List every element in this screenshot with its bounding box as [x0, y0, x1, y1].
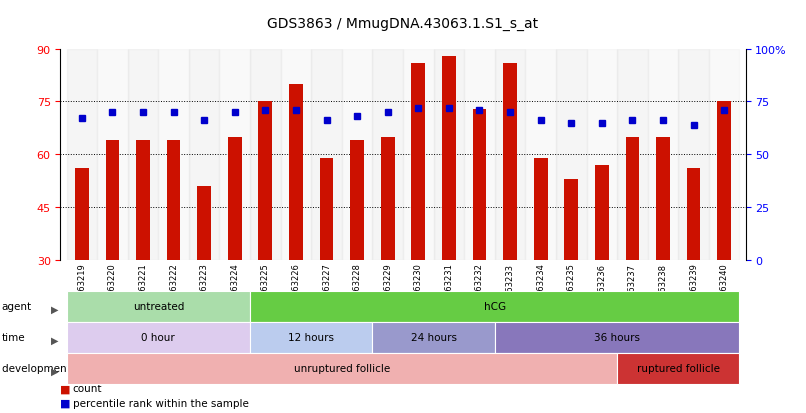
Text: unruptured follicle: unruptured follicle [293, 363, 390, 374]
Bar [189, 50, 219, 260]
Bar [617, 50, 648, 260]
Bar [372, 50, 403, 260]
Bar [106, 141, 119, 260]
Bar [380, 137, 395, 260]
Bar [717, 102, 731, 260]
Text: time: time [2, 332, 25, 343]
Bar [464, 50, 495, 260]
Text: 24 hours: 24 hours [410, 332, 456, 343]
Bar [526, 50, 556, 260]
Bar [564, 179, 578, 260]
Text: ▶: ▶ [51, 366, 59, 376]
Bar [434, 50, 464, 260]
Text: ▶: ▶ [51, 335, 59, 345]
Text: ■: ■ [60, 383, 71, 393]
Text: hCG: hCG [484, 301, 506, 312]
Bar [648, 50, 679, 260]
Bar [679, 50, 708, 260]
Text: ▶: ▶ [51, 304, 59, 314]
Bar [98, 50, 127, 260]
Text: 36 hours: 36 hours [594, 332, 640, 343]
Bar [136, 141, 150, 260]
Text: agent: agent [2, 301, 31, 312]
Bar [708, 50, 739, 260]
Bar [127, 50, 158, 260]
Bar [687, 169, 700, 260]
Bar [587, 50, 617, 260]
Bar [495, 50, 526, 260]
Bar [219, 50, 250, 260]
Bar [403, 50, 434, 260]
Text: development stage: development stage [2, 363, 102, 374]
Text: ruptured follicle: ruptured follicle [637, 363, 720, 374]
Bar [197, 187, 211, 260]
Bar [503, 64, 517, 260]
Bar [259, 102, 272, 260]
Bar [472, 109, 486, 260]
Bar [250, 50, 280, 260]
Bar [351, 141, 364, 260]
Bar [320, 159, 334, 260]
Bar [656, 137, 670, 260]
Bar [75, 169, 89, 260]
Bar [158, 50, 189, 260]
Bar [556, 50, 587, 260]
Bar [167, 141, 181, 260]
Text: 0 hour: 0 hour [141, 332, 175, 343]
Text: ■: ■ [60, 398, 71, 408]
Bar [342, 50, 372, 260]
Bar [311, 50, 342, 260]
Bar [442, 57, 455, 260]
Bar [411, 64, 426, 260]
Bar [228, 137, 242, 260]
Text: percentile rank within the sample: percentile rank within the sample [73, 398, 248, 408]
Text: untreated: untreated [133, 301, 184, 312]
Text: GDS3863 / MmugDNA.43063.1.S1_s_at: GDS3863 / MmugDNA.43063.1.S1_s_at [268, 17, 538, 31]
Bar [625, 137, 639, 260]
Bar [534, 159, 547, 260]
Bar [289, 85, 303, 260]
Bar [280, 50, 311, 260]
Text: count: count [73, 383, 102, 393]
Bar [67, 50, 98, 260]
Bar [595, 166, 609, 260]
Text: 12 hours: 12 hours [289, 332, 334, 343]
